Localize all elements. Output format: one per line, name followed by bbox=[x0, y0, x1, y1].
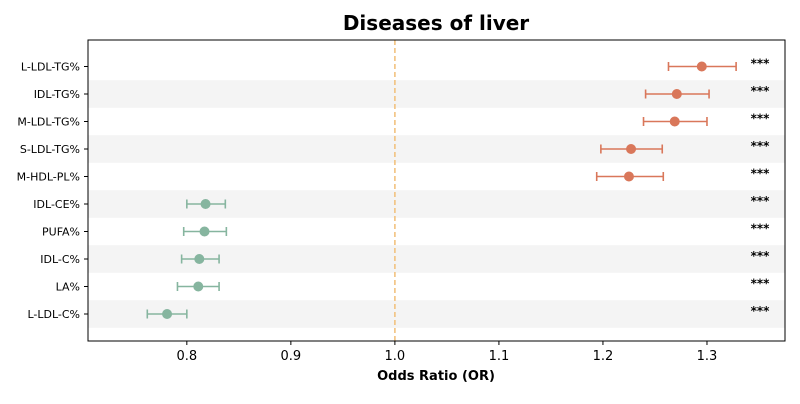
or-point bbox=[623, 171, 634, 182]
x-axis-label: Odds Ratio (OR) bbox=[377, 369, 495, 384]
y-tick-label: IDL-CE% bbox=[33, 198, 80, 211]
significance-label: *** bbox=[751, 167, 771, 181]
x-tick-label: 0.9 bbox=[281, 349, 302, 364]
significance-label: *** bbox=[751, 222, 771, 236]
or-point bbox=[193, 281, 204, 292]
or-point bbox=[671, 89, 682, 99]
significance-label: *** bbox=[751, 194, 771, 208]
or-point bbox=[199, 226, 210, 237]
significance-label: *** bbox=[751, 304, 771, 318]
y-tick-label: PUFA% bbox=[42, 226, 80, 239]
row-stripe bbox=[88, 135, 785, 163]
y-tick-label: S-LDL-TG% bbox=[20, 143, 80, 156]
or-point bbox=[162, 309, 173, 319]
x-tick-label: 1.1 bbox=[489, 349, 510, 364]
row-stripe bbox=[88, 300, 785, 328]
y-tick-label: M-HDL-PL% bbox=[17, 171, 80, 184]
or-point bbox=[626, 144, 637, 154]
y-tick-label: L-LDL-C% bbox=[27, 308, 80, 321]
significance-label: *** bbox=[751, 277, 771, 291]
y-tick-label: M-LDL-TG% bbox=[17, 116, 80, 129]
significance-label: *** bbox=[751, 57, 771, 71]
chart-title: Diseases of liver bbox=[343, 11, 529, 35]
y-tick-label: IDL-C% bbox=[40, 253, 80, 266]
significance-label: *** bbox=[751, 112, 771, 126]
or-point bbox=[696, 61, 707, 72]
x-tick-label: 1.2 bbox=[593, 349, 614, 364]
or-point bbox=[669, 116, 680, 127]
or-point bbox=[200, 199, 211, 209]
x-tick-label: 0.8 bbox=[176, 349, 197, 364]
significance-label: *** bbox=[751, 84, 771, 98]
x-tick-label: 1.3 bbox=[697, 349, 718, 364]
plot-area: 0.8 0.9 1.0 1.1 1.2 1.3 L-LDL-TG% *** IDL-TG% ***… bbox=[17, 39, 786, 364]
y-tick-label: IDL-TG% bbox=[34, 88, 80, 101]
y-tick-label: LA% bbox=[56, 281, 80, 294]
significance-label: *** bbox=[751, 249, 771, 263]
x-tick-label: 1.0 bbox=[385, 349, 406, 364]
significance-label: *** bbox=[751, 139, 771, 153]
y-tick-label: L-LDL-TG% bbox=[21, 61, 80, 74]
or-point bbox=[194, 254, 205, 264]
plot-frame bbox=[87, 39, 786, 342]
